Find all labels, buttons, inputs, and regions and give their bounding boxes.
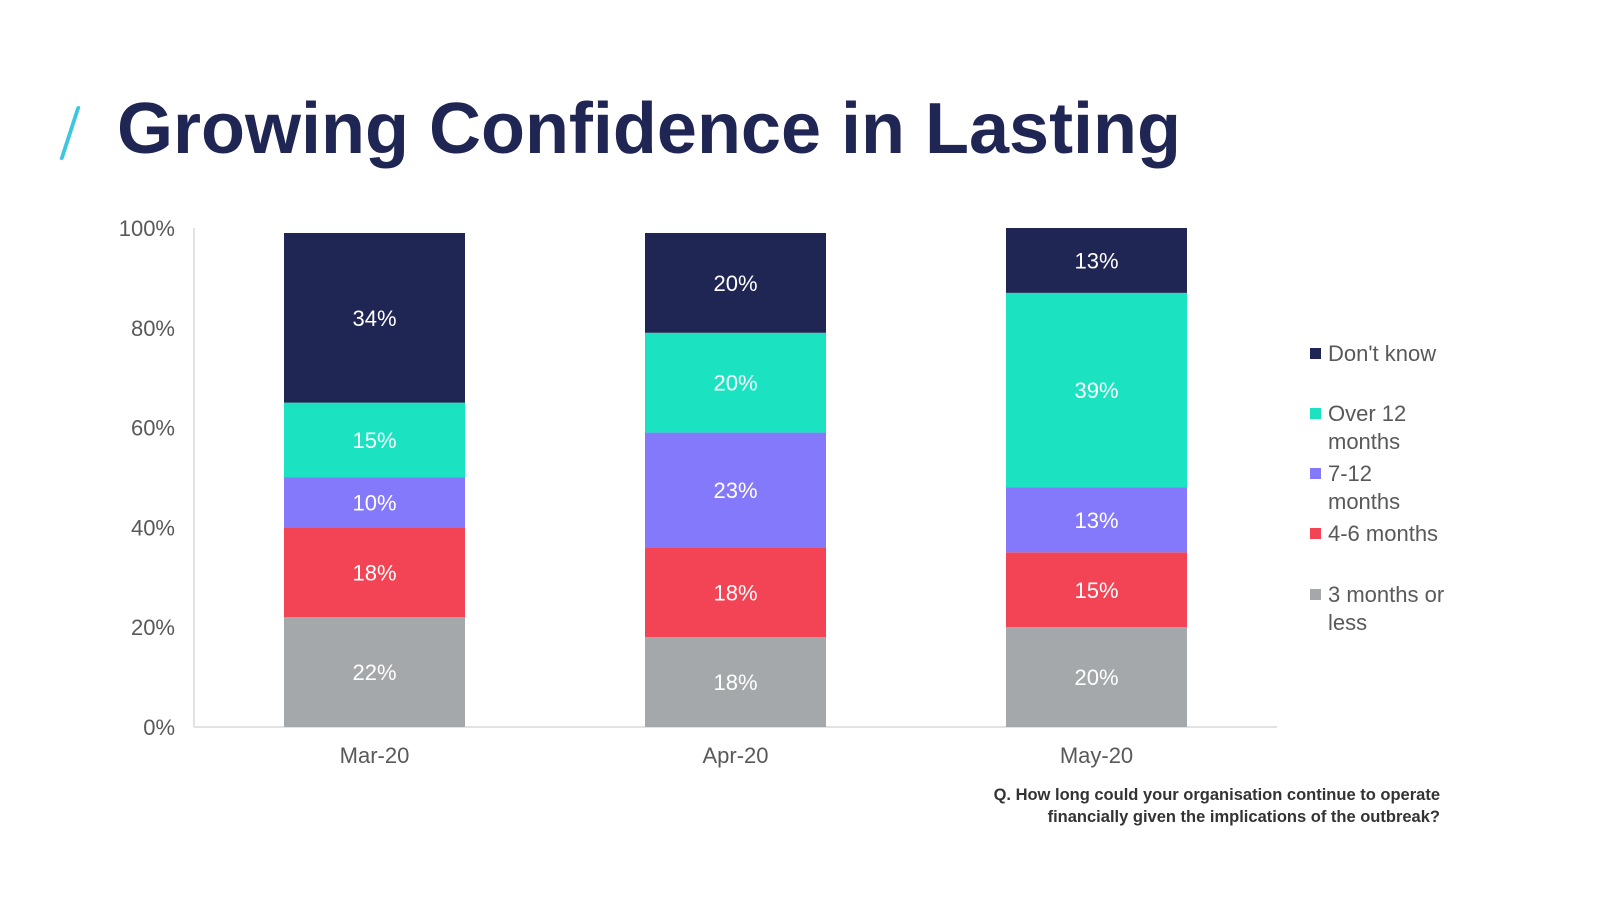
bar-segment-3-months-or-less-apr-20 [645,637,826,727]
legend-label-dont-know: Don't know [1328,341,1437,366]
bar-segment-over-12-months-apr-20 [645,332,826,433]
bar-segment-don-t-know-mar-20 [284,232,465,403]
survey-question: Q. How long could your organisation cont… [880,784,1440,828]
bar-segment-over-12-months-mar-20 [284,402,465,478]
data-label: 15% [352,428,396,453]
legend-label-over-12-months: Over 12 months [1328,401,1407,454]
legend-item-4-6-months: 4-6 months [1310,520,1448,548]
y-tick-label: 20% [131,615,175,640]
legend-item-over-12-months: Over 12 months [1310,400,1448,456]
bar-segment-7-12-months-apr-20 [645,432,826,548]
legend-swatch-3-months-or-less [1310,589,1321,600]
legend-swatch-over-12-months [1310,408,1321,419]
y-tick-label: 60% [131,416,175,441]
legend-swatch-7-12-months [1310,468,1321,479]
legend-swatch-4-6-months [1310,528,1321,539]
legend-item-dont-know: Don't know [1310,340,1448,368]
data-label: 13% [1074,248,1118,273]
legend-item-3-months-or-less: 3 months or less [1310,581,1448,637]
bar-segment-don-t-know-apr-20 [645,232,826,333]
x-tick-label: Apr-20 [702,743,768,768]
data-label: 34% [352,306,396,331]
bar-segment-don-t-know-may-20 [1006,228,1187,293]
bar-segment-4-6-months-may-20 [1006,552,1187,628]
page-title: Growing Confidence in Lasting [117,89,1182,169]
bar-segment-4-6-months-mar-20 [284,527,465,618]
y-tick-label: 80% [131,316,175,341]
y-tick-label: 0% [143,715,175,740]
data-label: 39% [1074,378,1118,403]
y-tick-label: 40% [131,515,175,540]
x-tick-label: May-20 [1060,743,1133,768]
data-label: 18% [352,560,396,585]
legend-swatch-dont-know [1310,348,1321,359]
legend-label-3-months-or-less: 3 months or less [1328,582,1445,635]
x-tick-label: Mar-20 [340,743,410,768]
bar-segment-7-12-months-mar-20 [284,477,465,528]
data-label: 13% [1074,508,1118,533]
bar-segment-over-12-months-may-20 [1006,292,1187,488]
data-label: 20% [1074,665,1118,690]
survey-question-line-2: financially given the implications of th… [1047,808,1440,826]
bar-segment-4-6-months-apr-20 [645,547,826,638]
survey-question-line-1: Q. How long could your organisation cont… [993,786,1440,804]
data-label: 15% [1074,578,1118,603]
y-tick-label: 100% [119,216,175,241]
data-label: 18% [713,580,757,605]
bar-segment-7-12-months-may-20 [1006,487,1187,553]
bar-segment-3-months-or-less-may-20 [1006,627,1187,727]
data-label: 18% [713,670,757,695]
data-label: 10% [352,490,396,515]
legend-label-7-12-months: 7-12 months [1328,461,1401,514]
data-label: 22% [352,660,396,685]
legend-label-4-6-months: 4-6 months [1328,521,1439,546]
data-label: 20% [713,271,757,296]
legend-item-7-12-months: 7-12 months [1310,460,1448,516]
data-label: 20% [713,371,757,396]
data-label: 23% [713,478,757,503]
bar-segment-3-months-or-less-mar-20 [284,617,465,727]
